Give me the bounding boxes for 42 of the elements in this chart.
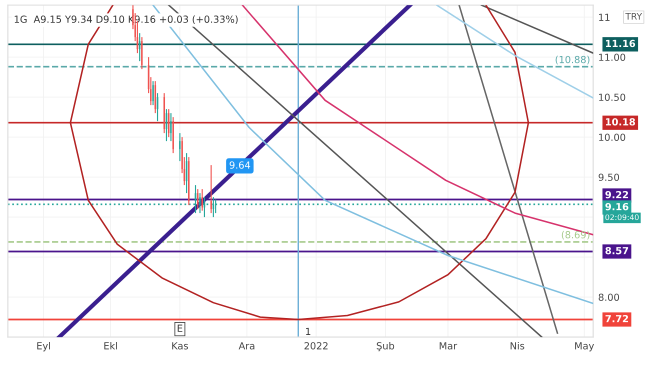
ref-line-label: 9.16 [605,202,628,210]
y-tick-label: 11.00 [599,54,626,61]
annotation: E [178,324,182,332]
candlestick [170,112,172,142]
x-tick-label: 2022 [304,342,328,350]
candlestick [152,80,154,106]
candlestick [138,32,140,62]
candlestick [166,108,168,142]
ref-line-label: 8.57 [605,246,628,254]
ref-line-label: 10.18 [606,118,636,126]
candlestick [156,92,158,122]
x-tick-label: Nis [510,342,524,350]
y-tick-label: 10.50 [599,94,626,101]
x-tick-label: Mar [440,342,458,350]
candlestick [186,152,188,194]
ref-line-label: 9.22 [605,190,628,198]
x-tick-label: May [575,342,594,352]
x-tick-label: Eyl [37,342,50,352]
candlestick [201,188,203,212]
text: TRY [625,13,642,20]
annotation: 1 [306,328,310,335]
candlestick [196,188,199,210]
candlestick [199,192,201,214]
candlestick [179,132,181,162]
annotation: 9.64 [230,161,250,169]
ref-line-label: (8.69) [562,230,590,240]
ref-line-label: 7.72 [606,314,628,322]
candlestick [168,108,170,138]
ref-line-label: 11.16 [606,40,636,48]
ref-line-label: (10.88) [556,56,590,64]
candlestick [141,36,143,70]
y-tick-label: 10.00 [599,134,626,141]
y-tick-label: 9.50 [598,174,620,181]
candlestick [154,80,156,114]
y-tick-label: 8.00 [598,294,620,301]
x-tick-label: Şub [376,342,394,352]
x-tick-label: Kas [172,342,188,350]
candlestick [212,196,214,218]
x-tick-label: Ekl [104,342,117,350]
y-tick-label: 11 [599,14,610,21]
candlestick [210,164,212,214]
x-tick-label: Ara [238,342,254,350]
